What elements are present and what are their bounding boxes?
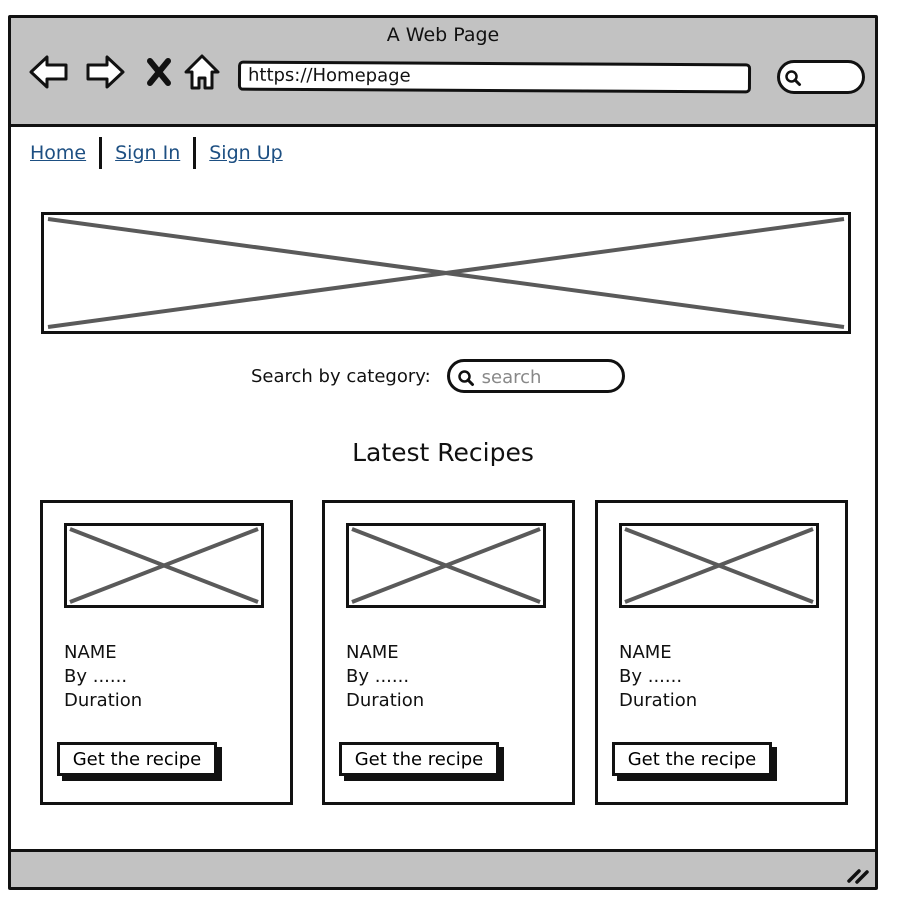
recipe-card: NAME By ...... Duration Get the recipe — [595, 500, 848, 805]
recipe-details: NAME By ...... Duration — [64, 641, 142, 713]
recipe-card: NAME By ...... Duration Get the recipe — [40, 500, 293, 805]
image-placeholder-icon — [351, 527, 541, 604]
site-nav: Home Sign In Sign Up — [30, 136, 283, 170]
recipe-name: NAME — [619, 642, 672, 663]
recipe-author: By ...... — [346, 666, 410, 687]
close-x-icon — [147, 58, 171, 86]
image-placeholder-icon — [624, 527, 814, 604]
recipe-duration: Duration — [619, 690, 698, 711]
recipe-details: NAME By ...... Duration — [346, 641, 424, 713]
back-arrow-icon — [29, 55, 68, 89]
category-search: Search by category: — [251, 358, 625, 394]
recipe-duration: Duration — [64, 690, 143, 711]
home-button[interactable] — [180, 50, 224, 94]
nav-divider — [99, 137, 103, 169]
get-recipe-button[interactable]: Get the recipe — [57, 742, 217, 776]
back-button[interactable] — [27, 50, 71, 94]
image-placeholder-icon — [47, 217, 845, 329]
section-title: Latest Recipes — [352, 438, 534, 467]
status-bar — [11, 849, 875, 887]
search-icon — [457, 370, 474, 386]
recipe-image-placeholder — [619, 523, 819, 608]
recipe-card: NAME By ...... Duration Get the recipe — [322, 500, 575, 805]
home-icon — [184, 54, 220, 90]
recipe-author: By ...... — [64, 666, 128, 687]
hero-image-placeholder — [41, 212, 851, 334]
address-bar[interactable]: https://Homepage — [237, 60, 752, 94]
title-bar: A Web Page https://Homepage — [11, 18, 875, 127]
get-recipe-button[interactable]: Get the recipe — [612, 742, 772, 776]
nav-link-sign-in[interactable]: Sign In — [115, 142, 181, 164]
search-icon — [785, 70, 801, 86]
nav-link-home[interactable]: Home — [30, 142, 87, 164]
recipe-image-placeholder — [64, 523, 264, 608]
get-recipe-button[interactable]: Get the recipe — [339, 742, 499, 776]
toolbar-search[interactable] — [777, 60, 865, 94]
window-title: A Web Page — [386, 24, 500, 46]
nav-divider — [193, 137, 197, 169]
image-placeholder-icon — [69, 527, 259, 604]
forward-arrow-icon — [86, 55, 125, 89]
recipe-details: NAME By ...... Duration — [619, 641, 697, 713]
resize-grip-icon[interactable] — [845, 859, 871, 885]
recipe-image-placeholder — [346, 523, 546, 608]
category-search-box[interactable] — [446, 359, 625, 393]
nav-link-sign-up[interactable]: Sign Up — [209, 142, 283, 164]
recipe-author: By ...... — [619, 666, 683, 687]
stop-button[interactable] — [137, 50, 181, 94]
search-label: Search by category: — [251, 365, 431, 387]
forward-button[interactable] — [83, 50, 127, 94]
browser-window: A Web Page https://Homepage — [8, 15, 878, 890]
recipe-name: NAME — [64, 642, 117, 663]
recipe-duration: Duration — [346, 690, 425, 711]
category-search-input[interactable] — [479, 365, 614, 389]
recipe-name: NAME — [346, 642, 399, 663]
